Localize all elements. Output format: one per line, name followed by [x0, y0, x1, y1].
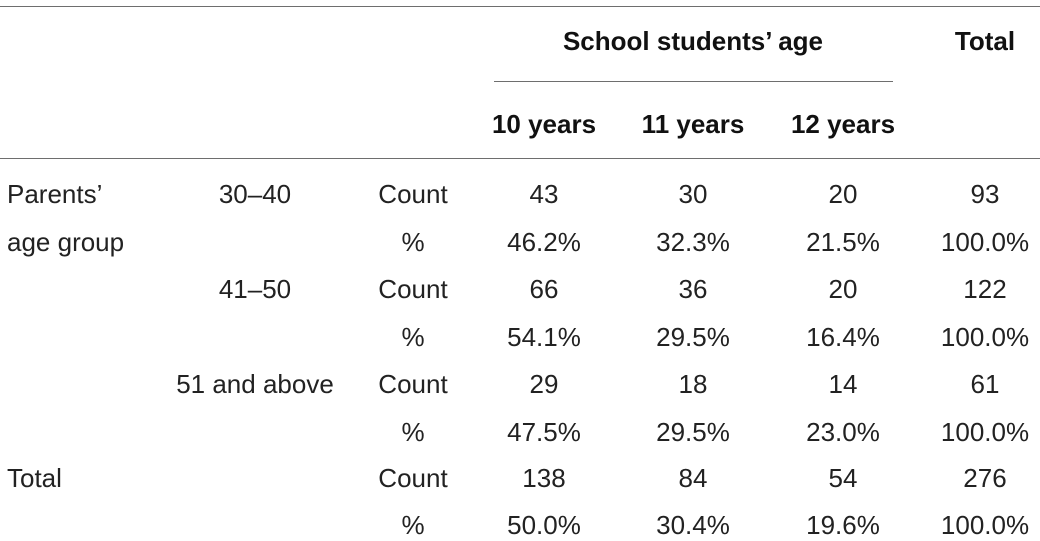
- cell-total: 61: [970, 369, 1000, 399]
- cell-total: 100.0%: [940, 510, 1030, 540]
- cell-total: 100.0%: [940, 227, 1030, 257]
- group-header-rule: [494, 81, 893, 82]
- top-rule: [0, 6, 1040, 7]
- cell-value: 50.0%: [507, 510, 581, 540]
- cell-value: 47.5%: [507, 417, 581, 447]
- cell-total: 93: [970, 179, 1000, 209]
- stat-label: %: [401, 510, 425, 540]
- total-row-label: Total: [7, 463, 62, 493]
- stat-label: %: [401, 322, 425, 352]
- cell-total: 122: [963, 274, 1007, 304]
- cell-value: 20: [828, 274, 858, 304]
- header-11-years: 11 years: [641, 109, 745, 139]
- cell-value: 66: [529, 274, 559, 304]
- group-label-51-and-above: 51 and above: [176, 369, 334, 399]
- cell-value: 30.4%: [656, 510, 730, 540]
- cell-total: 276: [963, 463, 1007, 493]
- cell-value: 30: [678, 179, 708, 209]
- cell-value: 19.6%: [806, 510, 880, 540]
- header-school-students-age: School students’ age: [562, 26, 824, 56]
- cell-value: 23.0%: [806, 417, 880, 447]
- header-bottom-rule: [0, 158, 1040, 159]
- header-total: Total: [954, 26, 1016, 56]
- stat-label: Count: [378, 463, 448, 493]
- stat-label: Count: [378, 179, 448, 209]
- cell-value: 18: [678, 369, 708, 399]
- stat-label: Count: [378, 274, 448, 304]
- stat-label: %: [401, 227, 425, 257]
- group-label-41-50: 41–50: [218, 274, 292, 304]
- header-12-years: 12 years: [790, 109, 896, 139]
- cell-value: 54: [828, 463, 858, 493]
- cell-value: 20: [828, 179, 858, 209]
- cell-total: 100.0%: [940, 417, 1030, 447]
- cell-total: 100.0%: [940, 322, 1030, 352]
- stat-label: %: [401, 417, 425, 447]
- cell-value: 43: [529, 179, 559, 209]
- cell-value: 138: [522, 463, 566, 493]
- row-group-label-line1: Parents’: [7, 179, 103, 209]
- cell-value: 46.2%: [507, 227, 581, 257]
- cell-value: 36: [678, 274, 708, 304]
- stat-label: Count: [378, 369, 448, 399]
- row-group-label-line2: age group: [7, 227, 125, 257]
- header-10-years: 10 years: [491, 109, 597, 139]
- cell-value: 32.3%: [656, 227, 730, 257]
- cell-value: 84: [678, 463, 708, 493]
- cell-value: 21.5%: [806, 227, 880, 257]
- group-label-30-40: 30–40: [218, 179, 292, 209]
- cell-value: 29: [529, 369, 559, 399]
- cell-value: 54.1%: [507, 322, 581, 352]
- cell-value: 29.5%: [656, 417, 730, 447]
- cell-value: 16.4%: [806, 322, 880, 352]
- cell-value: 14: [828, 369, 858, 399]
- cell-value: 29.5%: [656, 322, 730, 352]
